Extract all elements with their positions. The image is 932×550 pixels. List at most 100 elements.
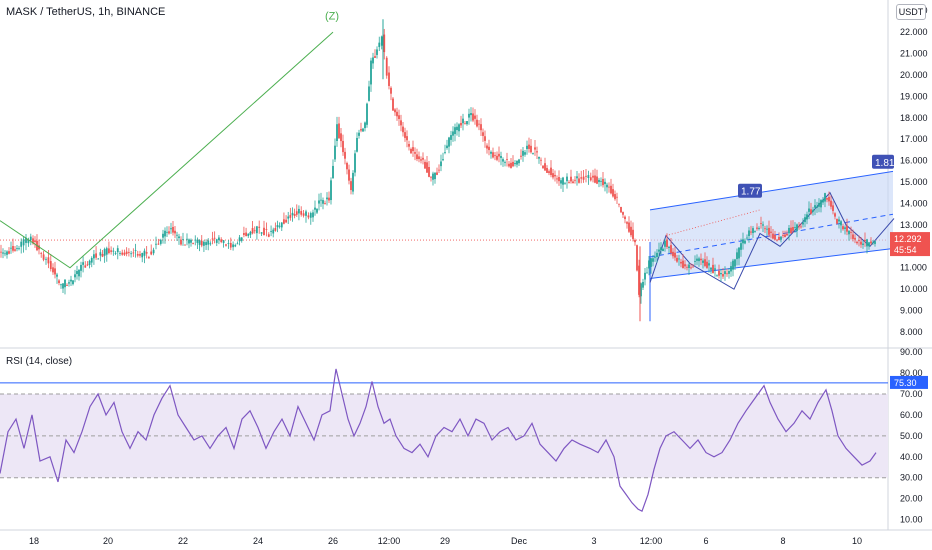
candle-body	[458, 124, 460, 132]
candle-body	[462, 118, 464, 124]
candle-body	[289, 214, 292, 218]
candle-body	[238, 237, 241, 242]
candle-body	[480, 124, 482, 131]
candle-body	[690, 267, 692, 269]
candle-body	[766, 228, 768, 230]
candle-body	[534, 147, 536, 150]
candle-body	[626, 222, 628, 224]
candle-body	[258, 226, 261, 228]
candle-body	[704, 259, 706, 266]
candle-body	[316, 209, 318, 213]
candle-body	[508, 163, 510, 167]
candle-body	[40, 253, 43, 254]
candle-body	[434, 172, 436, 180]
currency-selector[interactable]: USDT	[896, 4, 926, 20]
candle-body	[56, 274, 58, 277]
time-axis-label: Dec	[511, 536, 528, 546]
rsi-marker-value: 75.30	[894, 378, 917, 388]
candle-body	[97, 258, 100, 260]
candle-body	[430, 176, 432, 178]
candle-body	[844, 227, 846, 229]
candle-body	[700, 258, 702, 261]
candle-body	[280, 222, 283, 228]
candle-body	[782, 235, 784, 236]
candle-body	[234, 245, 237, 247]
candle-body	[532, 153, 534, 154]
candle-body	[694, 261, 696, 262]
candle-body	[598, 179, 600, 183]
candle-body	[756, 227, 758, 229]
candle-body	[285, 219, 287, 223]
candle-body	[846, 225, 848, 232]
candle-body	[576, 176, 578, 179]
candle-body	[196, 239, 199, 243]
candle-body	[438, 169, 440, 171]
candle-body	[692, 266, 694, 268]
candle-body	[164, 230, 166, 237]
candle-body	[236, 243, 239, 245]
candle-body	[866, 239, 868, 247]
candle-body	[256, 226, 258, 234]
candle-body	[432, 173, 434, 180]
time-axis-label: 26	[328, 536, 338, 546]
candle-body	[370, 60, 372, 85]
candle-body	[592, 175, 594, 178]
time-axis-label: 10	[852, 536, 862, 546]
price-axis-label: 9.000	[900, 306, 923, 316]
candle-body	[646, 272, 648, 274]
wave-line	[0, 31, 334, 269]
wave-label-z: (Z)	[325, 10, 339, 22]
candle-body	[8, 251, 10, 254]
symbol-title: MASK / TetherUS, 1h, BINANCE	[6, 6, 166, 18]
candle-body	[274, 228, 277, 231]
candle-body	[748, 230, 750, 236]
candle-body	[544, 163, 546, 171]
price-axis-label: 10.000	[900, 284, 928, 294]
candle-body	[426, 162, 428, 173]
candle-body	[514, 163, 516, 165]
candle-body	[448, 137, 450, 147]
candle-body	[42, 254, 45, 260]
candle-body	[624, 216, 626, 220]
candle-body	[62, 283, 64, 289]
candle-body	[194, 239, 197, 241]
regression-channel-upper	[649, 170, 894, 211]
candle-body	[676, 257, 678, 262]
candle-body	[826, 198, 828, 200]
candle-body	[170, 228, 172, 230]
candle-body	[504, 161, 506, 163]
candle-body	[486, 145, 488, 149]
candle-body	[762, 224, 764, 226]
rsi-axis-label: 20.00	[900, 494, 923, 504]
candle-body	[732, 260, 734, 270]
candle-body	[222, 240, 225, 243]
candle-body	[78, 269, 80, 277]
candle-body	[478, 123, 480, 125]
candle-body	[101, 253, 104, 257]
rsi-axis-label: 30.00	[900, 473, 923, 483]
candle-body	[272, 229, 275, 234]
candle-body	[446, 145, 448, 149]
candle-body	[752, 228, 754, 234]
candle-body	[276, 225, 279, 228]
time-axis-label: 22	[178, 536, 188, 546]
candle-body	[682, 260, 684, 269]
candle-body	[520, 155, 522, 157]
candle-body	[340, 133, 342, 142]
rsi-axis-label: 90.00	[900, 347, 923, 357]
candle-body	[249, 231, 252, 235]
candle-body	[648, 260, 650, 269]
candle-body	[666, 239, 668, 247]
candle-body	[22, 239, 25, 246]
candle-body	[604, 181, 606, 185]
rsi-line	[0, 368, 877, 513]
candle-body	[510, 162, 512, 168]
candle-body	[88, 260, 91, 265]
candle-body	[2, 252, 4, 254]
price-axis-label: 11.000	[900, 263, 927, 273]
candle-body	[186, 238, 188, 240]
candle-body	[634, 239, 636, 243]
candle-body	[550, 167, 552, 176]
candle-body	[452, 131, 454, 136]
